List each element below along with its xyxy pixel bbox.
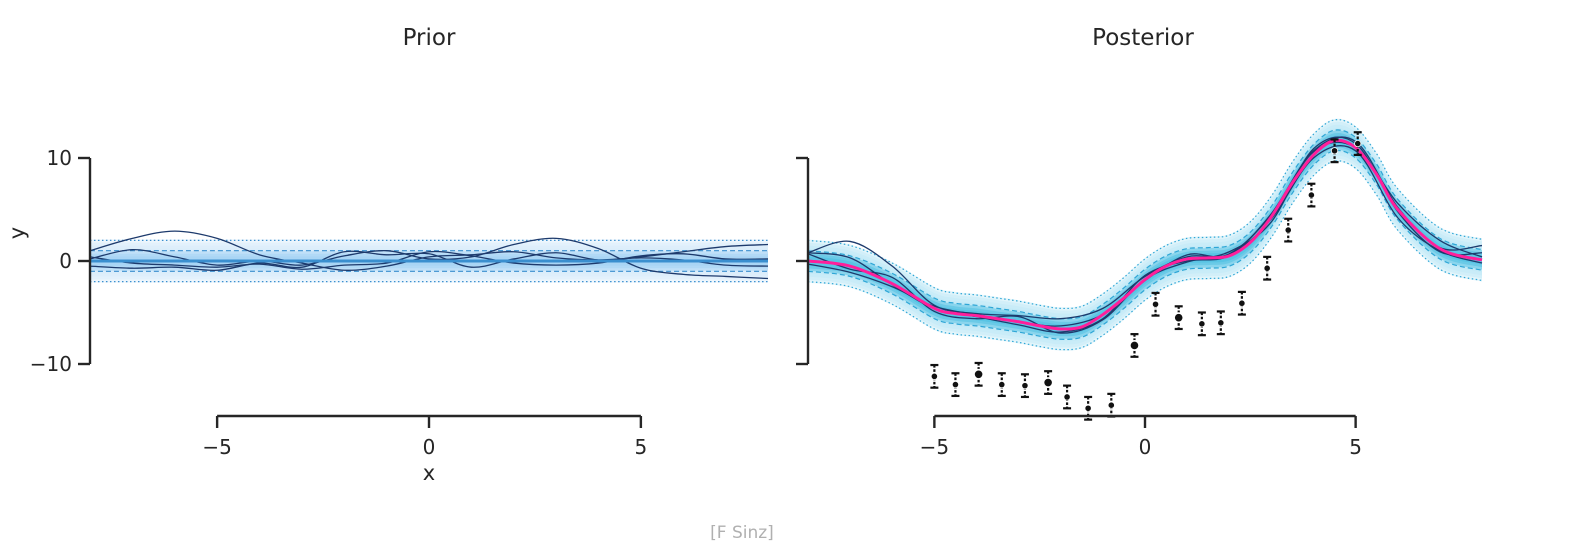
posterior-title: Posterior [1092,25,1194,51]
mean-curve [807,138,1483,331]
x-tick-label: 0 [1139,435,1152,459]
outer-band [808,118,1482,351]
sample-curve [89,237,769,280]
prior-x-axis: −5 0 5 [202,414,648,459]
posterior-observations [930,131,1362,421]
credit-text: [F Sinz] [710,523,774,543]
data-marker [1238,299,1246,307]
observation-point [1330,138,1339,164]
observation-point [1063,384,1072,410]
data-marker [1354,139,1362,148]
data-marker [1307,191,1315,199]
sample-curve [89,243,769,271]
observation-point [1020,373,1029,399]
y-tick-label: 10 [47,146,72,170]
observation-point [930,363,939,389]
x-axis-label: x [423,461,435,485]
observation-point [1237,290,1246,316]
data-marker [1263,264,1271,272]
observation-point [997,372,1006,398]
observation-point [1263,255,1272,281]
observation-point [951,372,960,398]
data-marker [1063,393,1071,401]
observation-point [1042,370,1054,395]
prior-sample-curves [89,230,769,280]
observation-point [1151,291,1160,317]
data-marker [1330,147,1339,155]
std2-line [807,119,1483,310]
std2-line [807,160,1483,351]
data-marker [973,368,985,380]
data-marker [951,380,960,389]
std1-line [807,149,1483,340]
sample-curve [89,230,769,271]
x-tick-label: −5 [920,435,949,459]
observation-point [1353,131,1362,157]
data-marker [1129,340,1140,351]
data-marker [1107,401,1115,409]
data-marker [1217,319,1225,327]
prior-panel: −10 0 10 −5 0 5 Prior x y [5,25,769,485]
posterior-mean-line [807,138,1483,331]
data-marker [1021,382,1029,390]
x-tick-label: 5 [1349,435,1362,459]
posterior-uncertainty-bands [807,118,1483,351]
observation-point [1216,310,1225,336]
data-marker [1198,320,1206,328]
data-marker [1042,377,1054,388]
prior-y-axis: −10 0 10 [30,146,92,376]
observation-point [1284,217,1293,243]
posterior-y-axis [796,156,810,366]
posterior-x-axis: −5 0 5 [920,414,1362,459]
x-tick-label: 0 [423,435,436,459]
data-marker [930,372,938,380]
observation-point [1129,333,1140,358]
sample-curve [89,250,769,270]
observation-point [1197,311,1206,337]
data-marker [1151,300,1160,308]
data-marker [998,380,1006,389]
prior-title: Prior [403,25,456,51]
observation-point [973,361,985,387]
posterior-panel: −5 0 5 Posterior [796,25,1483,459]
observation-point [1173,305,1185,331]
y-tick-label: 0 [59,249,72,273]
y-tick-label: −10 [30,352,72,376]
y-axis-label: y [5,227,29,239]
data-marker [1084,404,1092,412]
x-tick-label: −5 [202,435,231,459]
data-marker [1173,312,1185,324]
observation-point [1107,392,1116,418]
observation-point [1307,182,1316,208]
data-marker [1284,226,1292,234]
x-tick-label: 5 [635,435,648,459]
std1-line [807,129,1483,320]
